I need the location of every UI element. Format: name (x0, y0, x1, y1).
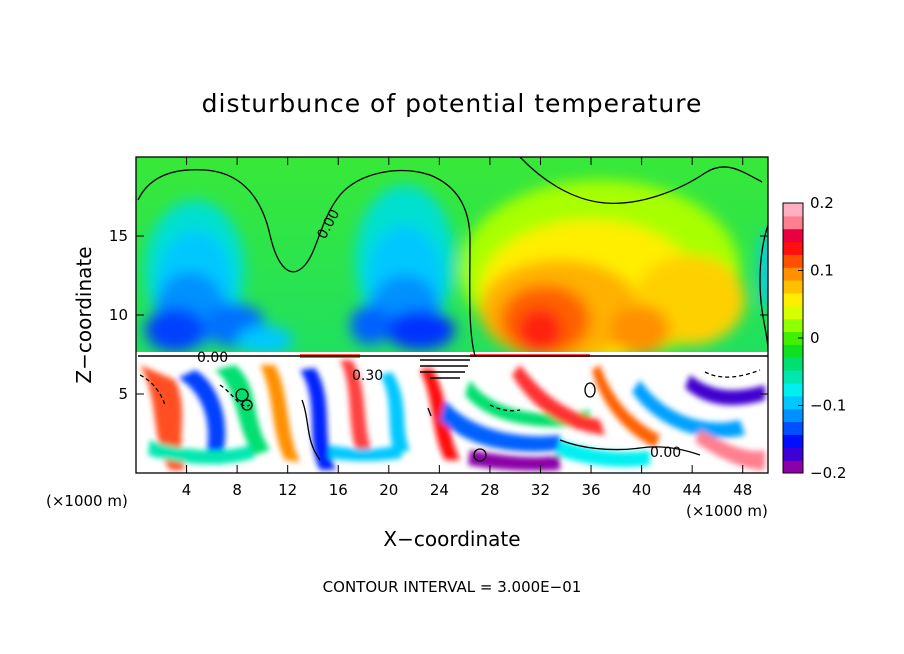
colorbar-tick-label: −0.2 (810, 464, 846, 482)
colorbar-segment (783, 408, 803, 423)
x-tick-label: 40 (632, 481, 651, 499)
y-tick-label: 10 (109, 306, 128, 324)
y-axis-label: Z−coordinate (72, 246, 96, 383)
contour-label: 0.00 (197, 350, 228, 366)
colorbar-segment (783, 434, 803, 448)
colorbar-segment (783, 280, 803, 294)
colorbar-segment (783, 267, 803, 281)
colorbar-segment (783, 357, 803, 371)
x-tick-label: 28 (480, 481, 499, 499)
y-axis: 5 10 15 (109, 227, 768, 403)
x-tick-label: 44 (683, 481, 702, 499)
contour-interval-note: CONTOUR INTERVAL = 3.000E−01 (323, 578, 582, 596)
x-tick-label: 24 (430, 481, 449, 499)
y-tick-label: 5 (118, 385, 128, 403)
contour-label: 0.30 (352, 368, 383, 384)
contour-label: 0.00 (650, 445, 681, 461)
x-tick-label: 4 (182, 481, 192, 499)
colorbar-segment (783, 215, 803, 230)
zero-contour-edge (759, 224, 768, 351)
x-tick-label: 32 (531, 481, 550, 499)
colorbar-segment (783, 370, 803, 384)
colorbar-tick-label: 0.1 (810, 262, 834, 280)
colorbar-segment (783, 460, 803, 474)
x-tick-label: 48 (733, 481, 752, 499)
x-axis: 4 8 12 16 20 24 28 32 36 40 44 48 (182, 157, 752, 499)
colorbar-segment (783, 305, 803, 320)
colorbar-segment (783, 421, 803, 435)
x-tick-label: 20 (379, 481, 398, 499)
x-tick-label: 12 (278, 481, 297, 499)
colorbar-segment (783, 203, 803, 217)
colorbar (783, 203, 803, 474)
y-tick-label: 15 (109, 227, 128, 245)
colorbar-segment (783, 241, 803, 255)
x-unit-right: (×1000 m) (686, 502, 768, 520)
colorbar-segment (783, 293, 803, 307)
x-unit-left: (×1000 m) (46, 492, 128, 510)
zero-contour-lower (559, 439, 701, 456)
colorbar-segment (783, 383, 803, 397)
colorbar-tick-label: 0.2 (810, 194, 834, 212)
contour-lines (137, 157, 768, 462)
contour-swirls (235, 382, 596, 462)
colorbar-segment (783, 318, 803, 333)
colorbar-ticks: 0.2 0.1 0 −0.1 −0.2 (798, 194, 846, 482)
plot-area (136, 157, 768, 473)
colorbar-tick-label: −0.1 (810, 397, 846, 415)
zero-contour-top-right (519, 157, 763, 205)
x-tick-label: 36 (581, 481, 600, 499)
chart-title: disturbunce of potential temperature (202, 89, 703, 118)
contour-lower-band (139, 369, 761, 412)
colorbar-segment (783, 254, 803, 268)
zero-contour-left (137, 169, 476, 357)
x-tick-label: 8 (232, 481, 242, 499)
contour-horizon (138, 355, 768, 379)
colorbar-tick-label: 0 (810, 329, 820, 347)
colorbar-segment (783, 228, 803, 243)
colorbar-segment (783, 331, 803, 345)
colorbar-segment (783, 344, 803, 358)
colorbar-segment (783, 447, 803, 461)
x-tick-label: 16 (329, 481, 348, 499)
colorbar-segment (783, 395, 803, 410)
x-axis-label: X−coordinate (383, 527, 520, 551)
